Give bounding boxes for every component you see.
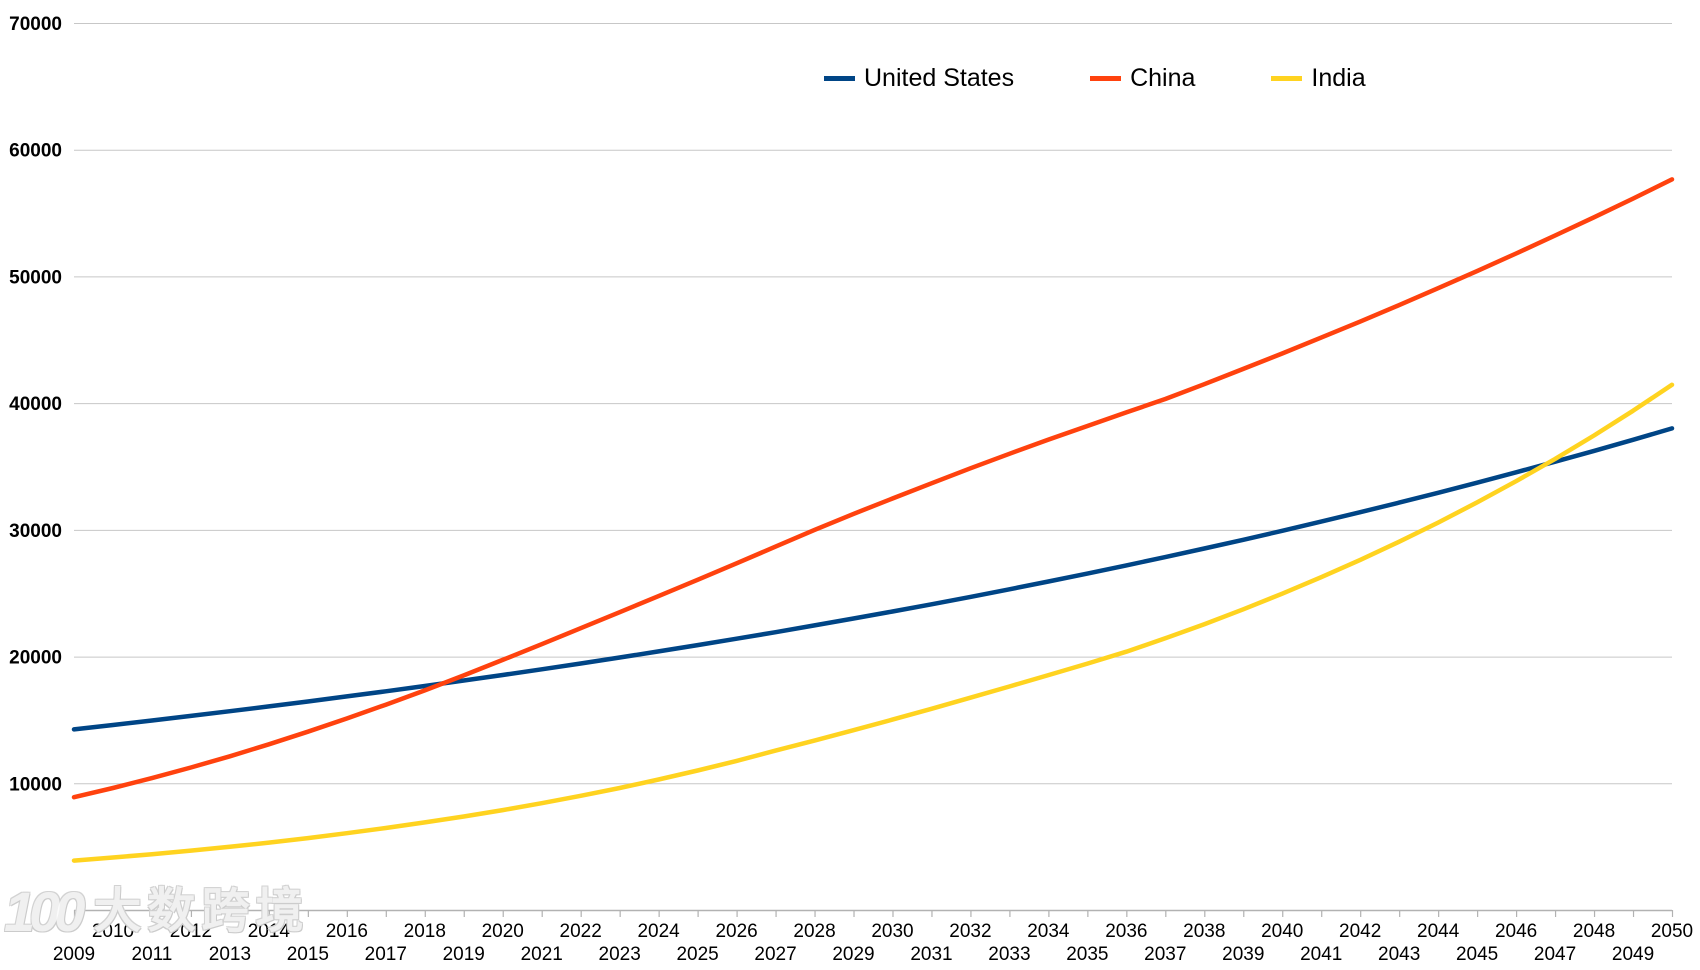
y-tick-label: 10000 xyxy=(9,774,62,795)
x-tick-label: 2016 xyxy=(326,921,368,942)
x-tick-label: 2045 xyxy=(1456,944,1498,965)
x-tick-label: 2018 xyxy=(404,921,446,942)
x-tick-label: 2036 xyxy=(1105,921,1147,942)
series-line-china xyxy=(71,177,1675,800)
y-axis-labels: 0 10000 20000 30000 40000 50000 60000 70000 xyxy=(9,14,62,922)
x-tick-label: 2025 xyxy=(676,944,718,965)
x-tick-label: 2033 xyxy=(988,944,1030,965)
legend-label-china: China xyxy=(1130,64,1196,92)
x-tick-label: 2009 xyxy=(53,944,95,965)
x-tick-label: 2013 xyxy=(209,944,251,965)
x-tick-label: 2043 xyxy=(1378,944,1420,965)
x-tick-label: 2014 xyxy=(248,921,291,942)
y-tick-label: 70000 xyxy=(9,14,62,35)
legend-label-united-states: United States xyxy=(864,64,1015,92)
legend: United States China India xyxy=(824,66,1366,91)
x-tick-label: 2022 xyxy=(560,921,602,942)
x-tick-label: 2010 xyxy=(92,921,134,942)
x-tick-label: 2029 xyxy=(832,944,874,965)
x-tick-label: 2037 xyxy=(1144,944,1186,965)
x-tick-label: 2024 xyxy=(637,921,680,942)
x-axis xyxy=(73,909,1674,917)
x-tick-label: 2044 xyxy=(1417,921,1460,942)
legend-item-united-states: United States xyxy=(824,66,1014,91)
x-tick-label: 2012 xyxy=(170,921,212,942)
x-tick-label: 2011 xyxy=(132,944,173,965)
x-tick-label: 2032 xyxy=(949,921,991,942)
x-tick-label: 2049 xyxy=(1612,944,1654,965)
x-tick-label: 2031 xyxy=(910,944,952,965)
x-tick-label: 2041 xyxy=(1300,944,1342,965)
x-tick-label: 2040 xyxy=(1261,921,1303,942)
legend-label-india: India xyxy=(1311,64,1366,92)
x-tick-label: 2021 xyxy=(521,944,563,965)
x-tick-label: 2046 xyxy=(1495,921,1537,942)
x-axis-labels: 2009201020112012201320142015201620172018… xyxy=(53,921,1693,965)
legend-swatch-united-states xyxy=(824,76,855,81)
x-tick-label: 2030 xyxy=(871,921,913,942)
y-tick-label: 0 xyxy=(51,901,62,922)
x-tick-label: 2039 xyxy=(1222,944,1264,965)
legend-swatch-india xyxy=(1271,76,1303,81)
gridlines xyxy=(74,23,1672,785)
x-tick-label: 2028 xyxy=(793,921,835,942)
x-tick-label: 2047 xyxy=(1534,944,1576,965)
x-tick-label: 2038 xyxy=(1183,921,1225,942)
legend-swatch-china xyxy=(1090,76,1122,81)
y-tick-label: 60000 xyxy=(9,141,62,162)
y-tick-label: 40000 xyxy=(9,394,62,415)
y-tick-label: 30000 xyxy=(9,521,62,542)
x-tick-label: 2015 xyxy=(287,944,329,965)
x-tick-label: 2035 xyxy=(1066,944,1108,965)
y-tick-label: 50000 xyxy=(9,267,62,288)
x-tick-label: 2042 xyxy=(1339,921,1381,942)
x-tick-label: 2034 xyxy=(1027,921,1070,942)
x-tick-label: 2048 xyxy=(1573,921,1615,942)
x-tick-label: 2023 xyxy=(599,944,641,965)
x-tick-label: 2017 xyxy=(365,944,407,965)
legend-item-india: India xyxy=(1271,64,1366,92)
x-tick-label: 2020 xyxy=(482,921,524,942)
x-tick-label: 2027 xyxy=(754,944,796,965)
x-tick-label: 2050 xyxy=(1651,921,1693,942)
series-line-united-states xyxy=(71,426,1675,732)
legend-item-china: China xyxy=(1090,66,1195,91)
x-tick-label: 2026 xyxy=(715,921,757,942)
y-tick-label: 20000 xyxy=(9,648,62,669)
x-tick-label: 2019 xyxy=(443,944,485,965)
series-line-india xyxy=(71,382,1675,863)
